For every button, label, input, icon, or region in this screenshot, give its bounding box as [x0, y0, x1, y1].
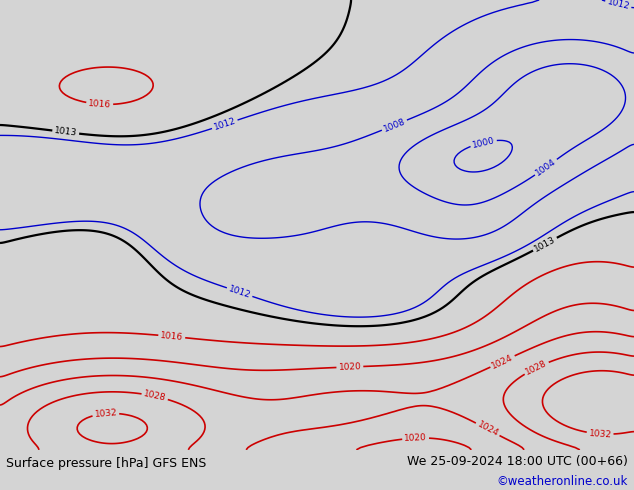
- Text: 1012: 1012: [228, 284, 252, 300]
- Text: 1013: 1013: [54, 126, 78, 138]
- Text: We 25-09-2024 18:00 UTC (00+66): We 25-09-2024 18:00 UTC (00+66): [407, 455, 628, 468]
- Text: Surface pressure [hPa] GFS ENS: Surface pressure [hPa] GFS ENS: [6, 457, 207, 470]
- Text: 1020: 1020: [404, 433, 427, 443]
- Text: 1008: 1008: [382, 117, 407, 134]
- Text: 1032: 1032: [94, 408, 117, 419]
- Text: 1028: 1028: [143, 390, 167, 403]
- Text: 1016: 1016: [88, 99, 112, 109]
- Text: 1000: 1000: [471, 136, 496, 149]
- Text: ©weatheronline.co.uk: ©weatheronline.co.uk: [496, 475, 628, 488]
- Text: 1028: 1028: [524, 359, 548, 377]
- Text: 1020: 1020: [339, 362, 361, 372]
- Text: 1013: 1013: [533, 235, 557, 254]
- Text: 1012: 1012: [606, 0, 630, 12]
- Text: 1012: 1012: [212, 117, 237, 132]
- Text: 1004: 1004: [534, 157, 558, 177]
- Text: 1024: 1024: [490, 353, 515, 370]
- Text: 1032: 1032: [588, 429, 612, 439]
- Text: 1016: 1016: [160, 331, 184, 342]
- Text: 1024: 1024: [476, 420, 500, 439]
